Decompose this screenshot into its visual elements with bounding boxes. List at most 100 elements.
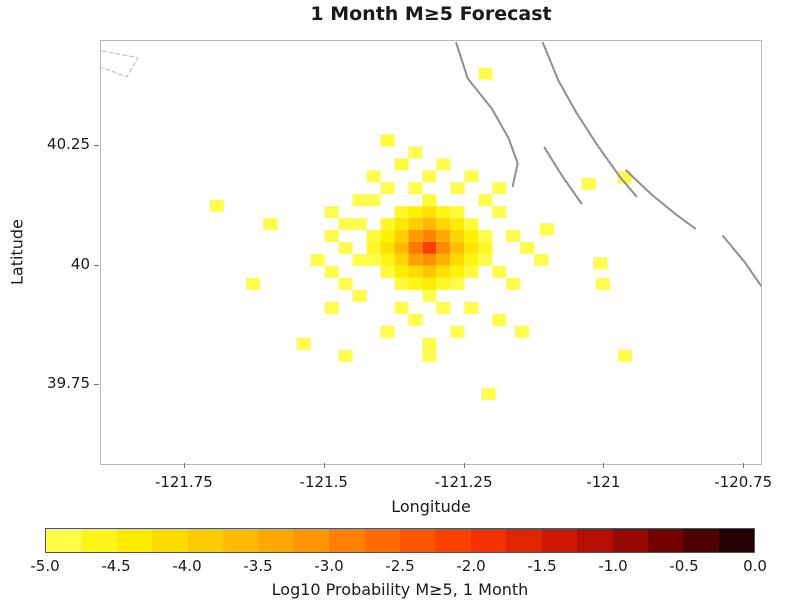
colorbar-segment — [223, 529, 259, 552]
colorbar-segment — [364, 529, 401, 552]
x-tick-label: -121.75 — [154, 473, 213, 491]
colorbar-segment — [718, 529, 755, 552]
y-tick-label: 40.25 — [47, 135, 90, 154]
heatmap-cell — [492, 313, 507, 326]
heatmap-cell — [617, 171, 632, 184]
heatmap-cell — [478, 230, 493, 242]
heatmap-cell — [422, 289, 437, 302]
x-tick-label: -120.75 — [714, 473, 773, 491]
heatmap-cell — [262, 218, 277, 230]
heatmap-cell — [436, 206, 451, 218]
heatmap-cell — [436, 301, 451, 314]
x-tick-label: -121.25 — [434, 473, 493, 491]
heatmap-cell — [436, 218, 451, 230]
heatmap-cell — [422, 277, 437, 290]
heatmap-cell — [422, 265, 437, 278]
colorbar-tick-label: -2.0 — [456, 557, 486, 575]
heatmap-cell — [380, 218, 395, 230]
heatmap-cell — [408, 313, 423, 326]
colorbar-segment — [400, 529, 436, 552]
heatmap-cell — [352, 218, 367, 230]
heatmap-cell — [478, 194, 493, 207]
heatmap-cell — [450, 218, 465, 230]
heatmap-cell — [520, 242, 535, 254]
heatmap-cell — [366, 253, 381, 266]
heatmap-cell — [394, 253, 409, 266]
heatmap-cell — [422, 218, 437, 230]
chart-title: 1 Month M≥5 Forecast — [310, 3, 552, 25]
heatmap-cell — [436, 242, 451, 254]
colorbar-segment — [506, 529, 542, 552]
fault-line — [543, 146, 583, 205]
x-tick-mark — [603, 463, 605, 468]
heatmap-cell — [338, 277, 353, 290]
heatmap-cell — [380, 182, 395, 195]
heatmap-cell — [506, 230, 521, 242]
heatmap-cell — [450, 277, 465, 290]
colorbar-tick-label: -3.0 — [314, 557, 344, 575]
heatmap-cell — [492, 265, 507, 278]
heatmap-cell — [408, 242, 423, 254]
heatmap-cell — [394, 206, 409, 218]
heatmap-cell — [338, 218, 353, 230]
heatmap-cell — [324, 206, 339, 218]
heatmap-cell — [394, 277, 409, 290]
heatmap-cell — [380, 230, 395, 242]
colorbar-segment — [152, 529, 188, 552]
fault-line — [625, 169, 696, 230]
heatmap-cell — [422, 170, 437, 183]
colorbar-segment — [577, 529, 613, 552]
heatmap-cell — [380, 134, 395, 147]
colorbar-segment — [541, 529, 578, 552]
colorbar-segment — [187, 529, 224, 552]
heatmap-cell — [592, 256, 607, 269]
x-tick-mark — [183, 463, 185, 468]
heatmap-cell — [366, 242, 381, 254]
plot-area — [100, 40, 762, 465]
heatmap-cell — [366, 170, 381, 183]
heatmap-cell — [380, 253, 395, 266]
heatmap-cell — [464, 170, 479, 183]
y-tick-label: 39.75 — [47, 374, 90, 393]
heatmap-cell — [310, 253, 325, 266]
colorbar-segment — [329, 529, 365, 552]
y-tick-mark — [94, 264, 99, 266]
heatmap-cell — [408, 182, 423, 195]
heatmap-cell — [209, 199, 224, 212]
colorbar-segment — [470, 529, 507, 552]
fault-line — [455, 41, 519, 188]
heatmap-cell — [450, 265, 465, 278]
heatmap-cell — [296, 337, 311, 350]
colorbar-segment — [435, 529, 471, 552]
heatmap-cell — [506, 277, 521, 290]
heatmap-cell — [450, 325, 465, 338]
heatmap-cell — [408, 230, 423, 242]
colorbar-tick-label: -2.5 — [385, 557, 415, 575]
heatmap-cell — [481, 387, 496, 400]
heatmap-cell — [394, 242, 409, 254]
boundary-line — [101, 50, 139, 78]
heatmap-cell — [408, 253, 423, 266]
heatmap-cell — [338, 349, 353, 362]
heatmap-cell — [436, 230, 451, 242]
heatmap-cell — [450, 230, 465, 242]
heatmap-cell — [380, 325, 395, 338]
colorbar-tick-label: 0.0 — [743, 557, 767, 575]
colorbar-segment — [46, 529, 82, 552]
heatmap-cell — [422, 253, 437, 266]
x-tick-label: -121 — [586, 473, 621, 491]
heatmap-cell — [436, 265, 451, 278]
heatmap-cell — [394, 230, 409, 242]
heatmap-cell — [464, 230, 479, 242]
heatmap-cell — [324, 230, 339, 242]
y-tick-mark — [94, 384, 99, 386]
colorbar-segment — [683, 529, 719, 552]
colorbar — [45, 528, 755, 553]
heatmap-cell — [408, 218, 423, 230]
heatmap-cell — [514, 325, 529, 338]
heatmap-cell — [352, 289, 367, 302]
heatmap-cell — [581, 177, 596, 190]
heatmap-cell — [422, 194, 437, 207]
heatmap-cell — [366, 230, 381, 242]
